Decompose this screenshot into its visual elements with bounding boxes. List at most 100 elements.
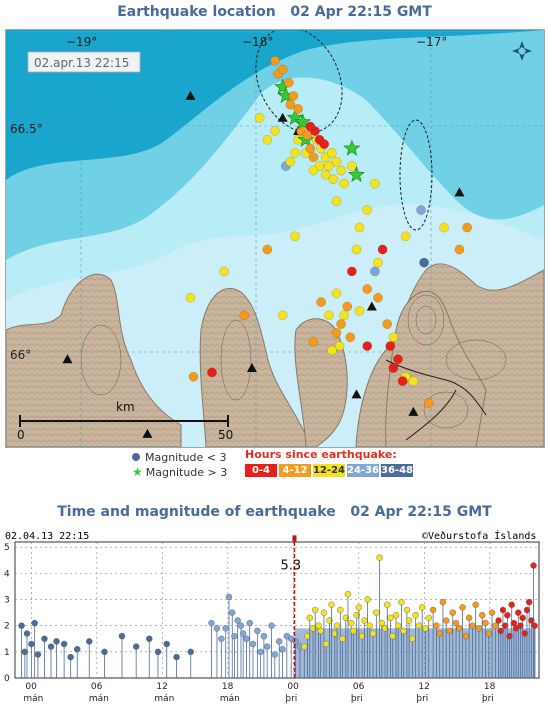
quake-point[interactable] xyxy=(275,638,283,645)
quake-point[interactable] xyxy=(331,630,339,637)
quake-point[interactable] xyxy=(304,632,311,640)
quake-point[interactable] xyxy=(322,640,330,648)
quake-point[interactable] xyxy=(369,630,377,637)
quake-point[interactable] xyxy=(400,627,407,635)
earthquake-dot[interactable] xyxy=(308,165,319,176)
quake-point[interactable] xyxy=(482,619,489,627)
earthquake-dot[interactable] xyxy=(336,319,346,329)
quake-point[interactable] xyxy=(306,614,313,622)
quake-point[interactable] xyxy=(53,638,60,645)
earthquake-dot[interactable] xyxy=(320,170,331,180)
quake-point[interactable] xyxy=(499,606,507,614)
quake-point[interactable] xyxy=(23,630,31,637)
earthquake-dot[interactable] xyxy=(316,297,326,307)
earthquake-dot[interactable] xyxy=(351,244,362,255)
quake-point[interactable] xyxy=(74,646,81,653)
earthquake-dot[interactable] xyxy=(388,332,399,343)
quake-point[interactable] xyxy=(249,640,257,648)
earthquake-dot[interactable] xyxy=(305,143,316,154)
quake-point[interactable] xyxy=(348,619,355,627)
quake-point[interactable] xyxy=(409,635,416,642)
quake-point[interactable] xyxy=(378,619,385,627)
earthquake-dot[interactable] xyxy=(323,310,334,321)
quake-point[interactable] xyxy=(405,617,413,624)
quake-point[interactable] xyxy=(163,640,170,648)
quake-point[interactable] xyxy=(86,638,93,645)
earthquake-dot[interactable] xyxy=(270,55,280,66)
earthquake-dot[interactable] xyxy=(362,205,373,215)
earthquake-dot[interactable] xyxy=(185,292,196,303)
quake-point[interactable] xyxy=(479,612,486,619)
quake-point[interactable] xyxy=(268,622,275,629)
quake-point[interactable] xyxy=(271,651,279,658)
quake-point[interactable] xyxy=(34,651,42,658)
earthquake-dot[interactable] xyxy=(331,288,342,299)
earthquake-dot[interactable] xyxy=(354,306,365,316)
quake-point[interactable] xyxy=(376,554,383,561)
quake-point[interactable] xyxy=(523,606,531,614)
earthquake-dot[interactable] xyxy=(283,77,294,88)
quake-point[interactable] xyxy=(358,632,366,640)
quake-point[interactable] xyxy=(459,604,466,611)
quake-point[interactable] xyxy=(361,617,368,624)
earthquake-dot[interactable] xyxy=(270,126,280,136)
quake-point[interactable] xyxy=(488,609,496,616)
quake-point[interactable] xyxy=(234,617,241,624)
quake-point[interactable] xyxy=(301,643,308,650)
quake-point[interactable] xyxy=(225,593,233,601)
quake-point[interactable] xyxy=(333,622,341,629)
quake-point[interactable] xyxy=(366,622,373,629)
quake-point[interactable] xyxy=(326,617,333,624)
quake-point[interactable] xyxy=(263,643,271,650)
earthquake-dot[interactable] xyxy=(277,64,288,75)
quake-point[interactable] xyxy=(436,630,443,637)
quake-point[interactable] xyxy=(208,619,215,627)
quake-point[interactable] xyxy=(229,609,236,616)
quake-point[interactable] xyxy=(317,627,324,635)
quake-point[interactable] xyxy=(31,619,38,627)
quake-point[interactable] xyxy=(415,622,423,629)
quake-point[interactable] xyxy=(465,614,473,622)
quake-point[interactable] xyxy=(443,617,450,624)
quake-point[interactable] xyxy=(154,648,162,656)
quake-point[interactable] xyxy=(364,596,371,603)
earthquake-dot[interactable] xyxy=(331,328,342,338)
quake-point[interactable] xyxy=(218,635,225,642)
quake-point[interactable] xyxy=(60,640,68,648)
earthquake-dot[interactable] xyxy=(290,231,300,242)
quake-point[interactable] xyxy=(355,604,363,611)
quake-point[interactable] xyxy=(353,612,360,619)
quake-point[interactable] xyxy=(398,598,405,606)
quake-point[interactable] xyxy=(173,653,180,661)
earthquake-dot[interactable] xyxy=(416,205,426,215)
quake-point[interactable] xyxy=(495,617,502,624)
earthquake-dot[interactable] xyxy=(345,332,356,343)
quake-point[interactable] xyxy=(521,630,529,637)
quake-point[interactable] xyxy=(187,648,194,656)
earthquake-star-icon[interactable] xyxy=(348,166,365,182)
earthquake-dot[interactable] xyxy=(334,341,345,351)
earthquake-dot[interactable] xyxy=(370,266,380,277)
quake-point[interactable] xyxy=(392,612,400,619)
quake-point[interactable] xyxy=(344,591,352,598)
quake-point[interactable] xyxy=(519,614,526,622)
earthquake-dot[interactable] xyxy=(323,161,334,171)
quake-point[interactable] xyxy=(350,627,357,635)
earthquake-dot[interactable] xyxy=(331,196,342,207)
magnitude-chart[interactable]: 02.04.13 22:15 ©Veðurstofa Íslands 5.3 0… xyxy=(0,528,549,707)
quake-point[interactable] xyxy=(101,648,108,656)
quake-point[interactable] xyxy=(146,635,153,642)
earthquake-dot[interactable] xyxy=(370,178,380,189)
earthquake-dot[interactable] xyxy=(373,292,383,303)
quake-point[interactable] xyxy=(309,625,317,632)
earthquake-dot[interactable] xyxy=(408,376,419,387)
earthquake-dot[interactable] xyxy=(462,222,472,233)
quake-point[interactable] xyxy=(469,622,476,629)
quake-point[interactable] xyxy=(389,632,396,640)
quake-point[interactable] xyxy=(312,606,319,614)
earthquake-dot[interactable] xyxy=(347,266,357,277)
earthquake-dot[interactable] xyxy=(362,341,373,351)
quake-point[interactable] xyxy=(237,622,245,629)
earthquake-dot[interactable] xyxy=(207,367,217,378)
quake-point[interactable] xyxy=(531,622,538,629)
